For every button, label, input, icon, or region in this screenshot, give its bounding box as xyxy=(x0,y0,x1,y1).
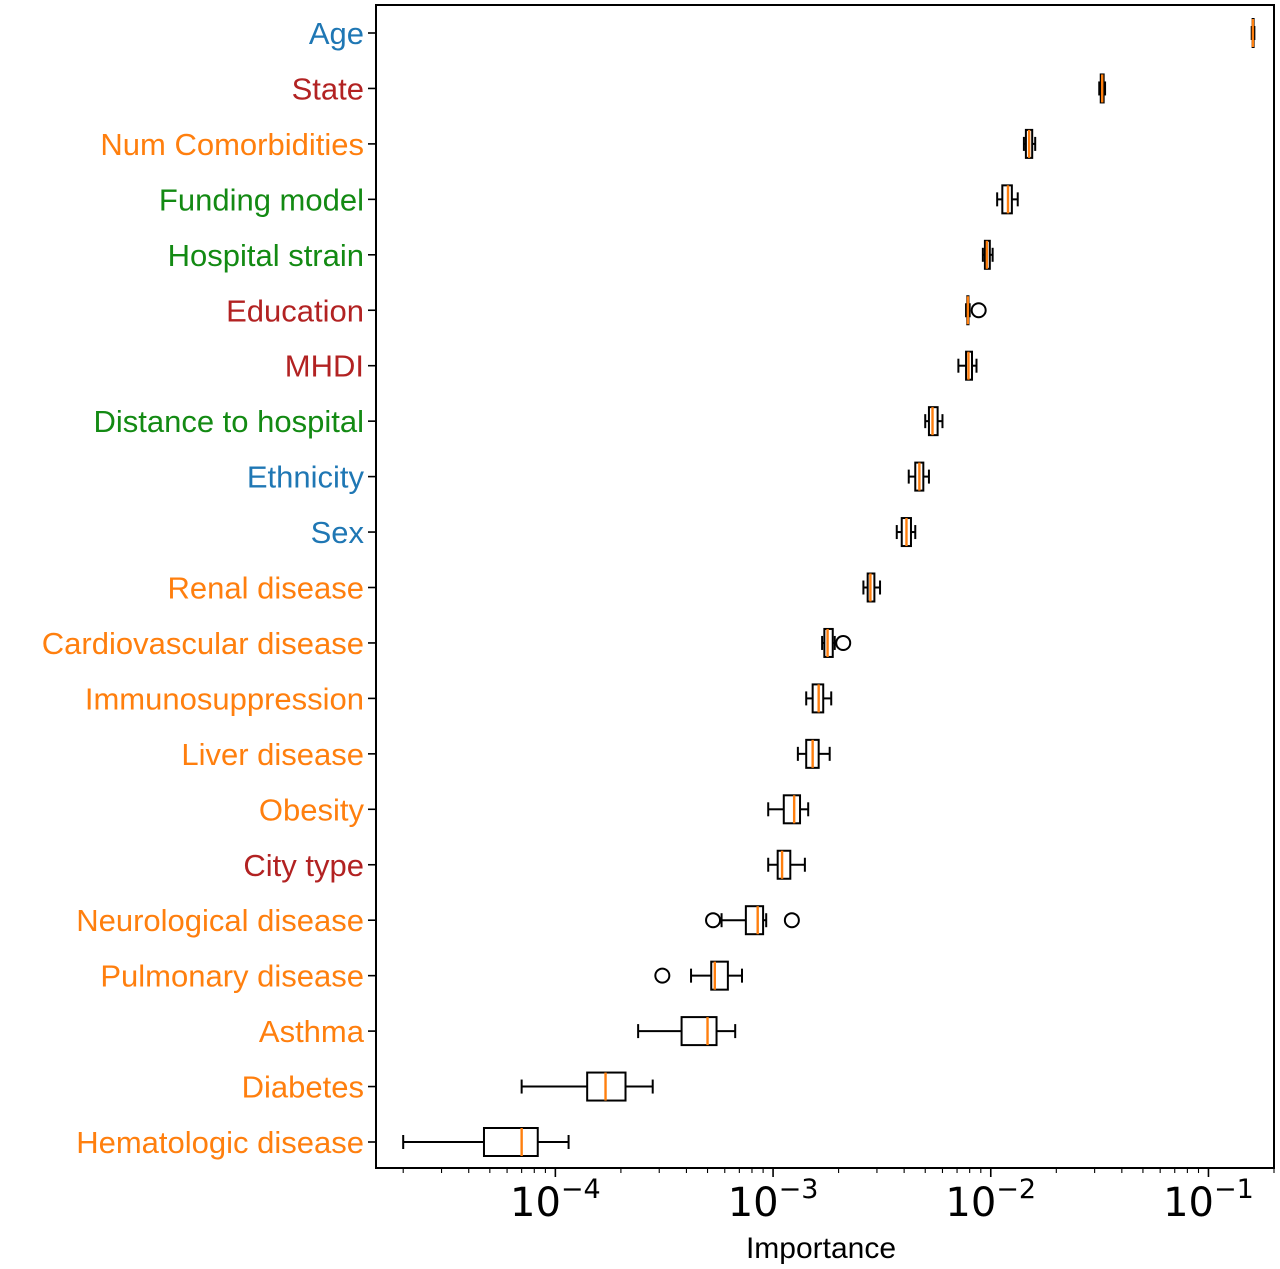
y-tick-label: Distance to hospital xyxy=(93,404,364,439)
box-num-comorbidities xyxy=(1022,128,1037,159)
plot-frame xyxy=(375,4,1275,1169)
box-ethnicity xyxy=(907,461,930,492)
flier-point xyxy=(705,912,722,929)
y-tick-label: Hospital strain xyxy=(168,238,364,273)
y-tick-label: Obesity xyxy=(259,792,365,827)
x-tick-label: 10−1 xyxy=(1163,1174,1254,1226)
box-asthma xyxy=(637,1016,737,1047)
flier-point xyxy=(835,634,852,651)
box-distance-to-hospital xyxy=(924,406,944,437)
x-tick-label: 10−2 xyxy=(945,1174,1036,1226)
box-obesity xyxy=(767,794,810,825)
y-tick-label: Sex xyxy=(311,515,365,550)
box-neurological-disease xyxy=(705,905,800,936)
y-tick-label: MHDI xyxy=(285,349,364,384)
y-tick-label: Asthma xyxy=(259,1014,365,1049)
box-layer xyxy=(402,18,1256,1157)
box-hospital-strain xyxy=(981,239,994,270)
y-tick-label: Hematologic disease xyxy=(76,1125,364,1160)
flier-point xyxy=(970,302,987,319)
y-tick-label: Neurological disease xyxy=(76,903,364,938)
flier-point xyxy=(654,967,671,984)
y-tick-label: Cardiovascular disease xyxy=(42,626,364,661)
box-iqr xyxy=(782,794,802,825)
box-immunosuppression xyxy=(805,683,833,714)
y-tick-label: State xyxy=(292,71,364,106)
box-diabetes xyxy=(520,1071,654,1102)
box-age xyxy=(1250,18,1256,48)
y-tick-label: City type xyxy=(243,848,364,883)
box-mhdi xyxy=(957,350,978,381)
y-tick-label: Num Comorbidities xyxy=(100,127,364,162)
y-tick-labels: Age State Num Comorbidities Funding model Ho… xyxy=(42,16,376,1160)
flier-point xyxy=(783,912,800,929)
box-iqr xyxy=(482,1127,539,1157)
y-tick-label: Renal disease xyxy=(168,571,364,606)
x-tick-labels: 10−4 10−3 10−2 10−1 xyxy=(402,1168,1275,1226)
box-iqr xyxy=(710,960,729,991)
box-renal-disease xyxy=(862,572,882,603)
box-hematologic-disease xyxy=(402,1127,570,1157)
box-iqr xyxy=(776,849,792,880)
box-liver-disease xyxy=(796,738,831,769)
x-tick-label: 10−3 xyxy=(728,1174,819,1226)
box-sex xyxy=(895,517,917,548)
y-tick-label: Immunosuppression xyxy=(85,681,364,716)
y-tick-label: Pulmonary disease xyxy=(100,959,364,994)
y-tick-label: Liver disease xyxy=(181,737,364,772)
x-tick-label: 10−4 xyxy=(510,1174,601,1226)
y-tick-label: Education xyxy=(226,293,364,328)
box-cardiovascular-disease xyxy=(821,627,852,658)
box-iqr xyxy=(680,1016,718,1047)
box-city-type xyxy=(767,849,806,880)
box-funding-model xyxy=(996,184,1019,215)
x-axis-label: Importance xyxy=(746,1232,896,1265)
box-education xyxy=(965,295,987,326)
box-iqr xyxy=(744,905,765,936)
y-tick-label: Diabetes xyxy=(242,1070,364,1105)
y-tick-label: Ethnicity xyxy=(247,460,365,495)
y-tick-label: Age xyxy=(309,16,364,51)
y-tick-label: Funding model xyxy=(159,182,364,217)
box-state xyxy=(1098,73,1107,104)
box-pulmonary-disease xyxy=(654,960,744,991)
